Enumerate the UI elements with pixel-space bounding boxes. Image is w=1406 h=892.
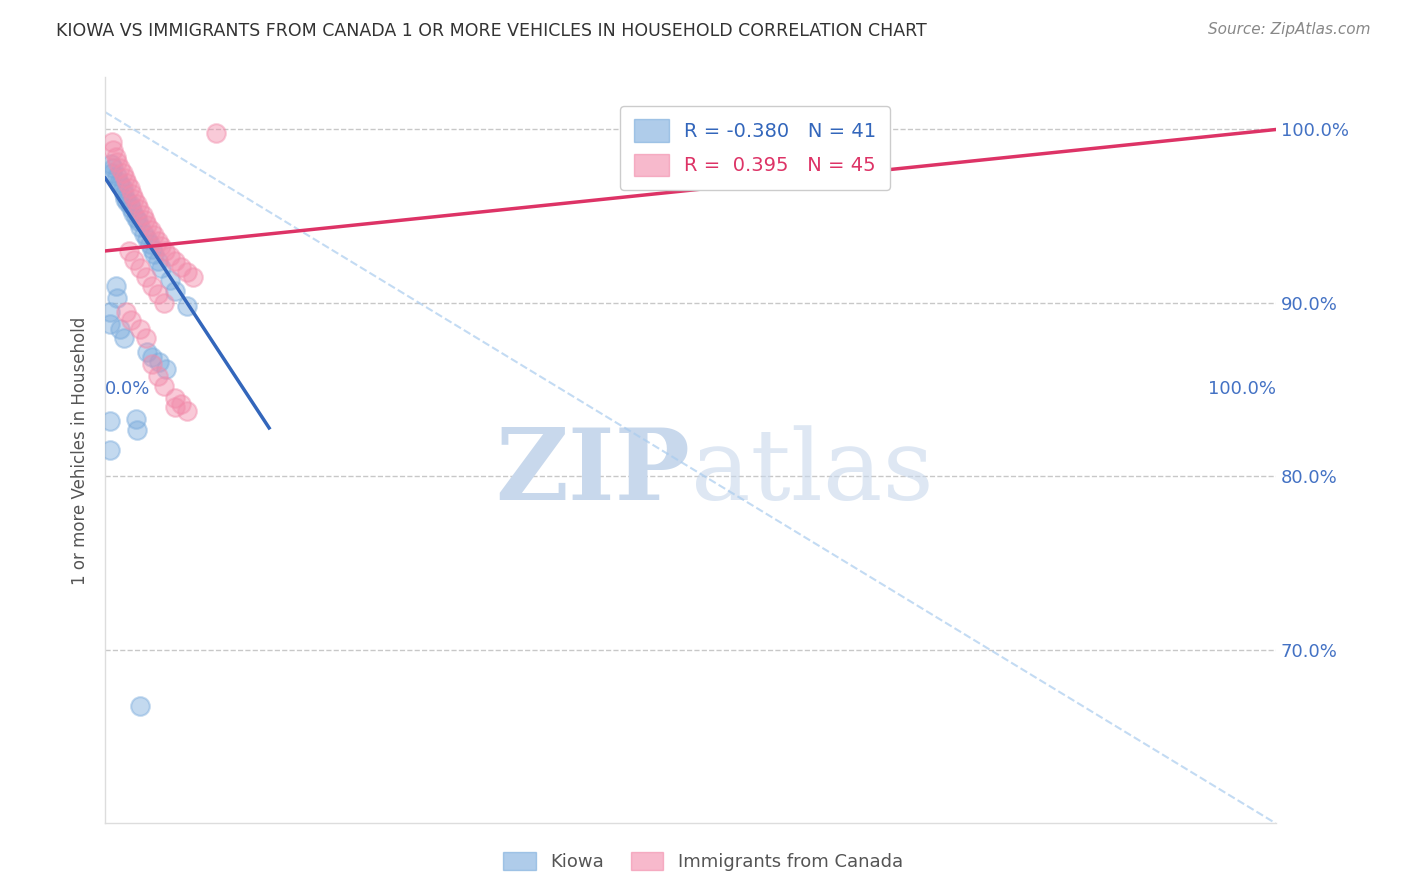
Point — [141, 278, 163, 293]
Point — [117, 195, 139, 210]
Point — [100, 157, 122, 171]
Point — [118, 197, 141, 211]
Text: ZIP: ZIP — [496, 425, 690, 521]
Point — [103, 144, 125, 158]
Point — [176, 265, 198, 279]
Point — [165, 254, 187, 268]
Point — [141, 242, 163, 256]
Point — [129, 698, 152, 713]
Point — [176, 300, 198, 314]
Point — [159, 249, 181, 263]
Text: 0.0%: 0.0% — [105, 380, 150, 398]
Point — [146, 287, 169, 301]
Point — [125, 423, 148, 437]
Point — [131, 207, 153, 221]
Point — [124, 252, 146, 267]
Point — [120, 313, 142, 327]
Point — [143, 247, 166, 261]
Point — [150, 261, 173, 276]
Point — [120, 201, 142, 215]
Point — [98, 317, 121, 331]
Point — [181, 269, 204, 284]
Text: atlas: atlas — [690, 425, 934, 521]
Text: Source: ZipAtlas.com: Source: ZipAtlas.com — [1208, 22, 1371, 37]
Point — [124, 192, 146, 206]
Point — [152, 296, 174, 310]
Point — [105, 155, 128, 169]
Point — [101, 166, 124, 180]
Point — [153, 244, 176, 258]
Point — [152, 379, 174, 393]
Point — [114, 192, 136, 206]
Point — [136, 344, 159, 359]
Point — [165, 392, 187, 406]
Point — [143, 228, 166, 243]
Point — [98, 304, 121, 318]
Point — [159, 273, 181, 287]
Point — [118, 181, 141, 195]
Point — [111, 181, 134, 195]
Point — [141, 357, 163, 371]
Point — [121, 186, 143, 201]
Point — [124, 211, 146, 225]
Y-axis label: 1 or more Vehicles in Household: 1 or more Vehicles in Household — [72, 317, 89, 584]
Point — [136, 232, 159, 246]
Point — [105, 169, 128, 184]
Point — [135, 331, 157, 345]
Point — [110, 322, 132, 336]
Point — [155, 362, 177, 376]
Point — [110, 161, 132, 175]
Legend: Kiowa, Immigrants from Canada: Kiowa, Immigrants from Canada — [496, 845, 910, 879]
Point — [128, 202, 150, 217]
Point — [103, 161, 125, 175]
Point — [98, 414, 121, 428]
Legend: R = -0.380   N = 41, R =  0.395   N = 45: R = -0.380 N = 41, R = 0.395 N = 45 — [620, 106, 890, 190]
Point — [115, 304, 138, 318]
Point — [165, 400, 187, 414]
Point — [165, 284, 187, 298]
Point — [138, 237, 160, 252]
Point — [135, 269, 157, 284]
Point — [124, 412, 146, 426]
Point — [111, 166, 134, 180]
Point — [146, 254, 169, 268]
Text: 100.0%: 100.0% — [1208, 380, 1277, 398]
Point — [108, 175, 131, 189]
Point — [141, 350, 163, 364]
Point — [110, 178, 132, 192]
Point — [150, 238, 173, 252]
Point — [104, 278, 127, 293]
Point — [104, 150, 127, 164]
Point — [125, 197, 148, 211]
Point — [146, 368, 169, 383]
Point — [170, 396, 193, 410]
Point — [122, 206, 145, 220]
Point — [170, 260, 193, 274]
Point — [105, 291, 128, 305]
Point — [132, 227, 155, 241]
Point — [139, 223, 162, 237]
Point — [112, 331, 135, 345]
Point — [98, 443, 121, 458]
Point — [129, 219, 152, 234]
Point — [117, 244, 139, 258]
Point — [134, 212, 156, 227]
Point — [117, 176, 139, 190]
Point — [136, 218, 159, 232]
Point — [146, 234, 169, 248]
Point — [112, 186, 135, 201]
Point — [101, 135, 124, 149]
Point — [205, 126, 228, 140]
Point — [114, 171, 136, 186]
Text: KIOWA VS IMMIGRANTS FROM CANADA 1 OR MORE VEHICLES IN HOUSEHOLD CORRELATION CHAR: KIOWA VS IMMIGRANTS FROM CANADA 1 OR MOR… — [56, 22, 927, 40]
Point — [176, 403, 198, 417]
Point — [127, 214, 149, 228]
Point — [129, 261, 152, 276]
Point — [129, 322, 152, 336]
Point — [148, 355, 170, 369]
